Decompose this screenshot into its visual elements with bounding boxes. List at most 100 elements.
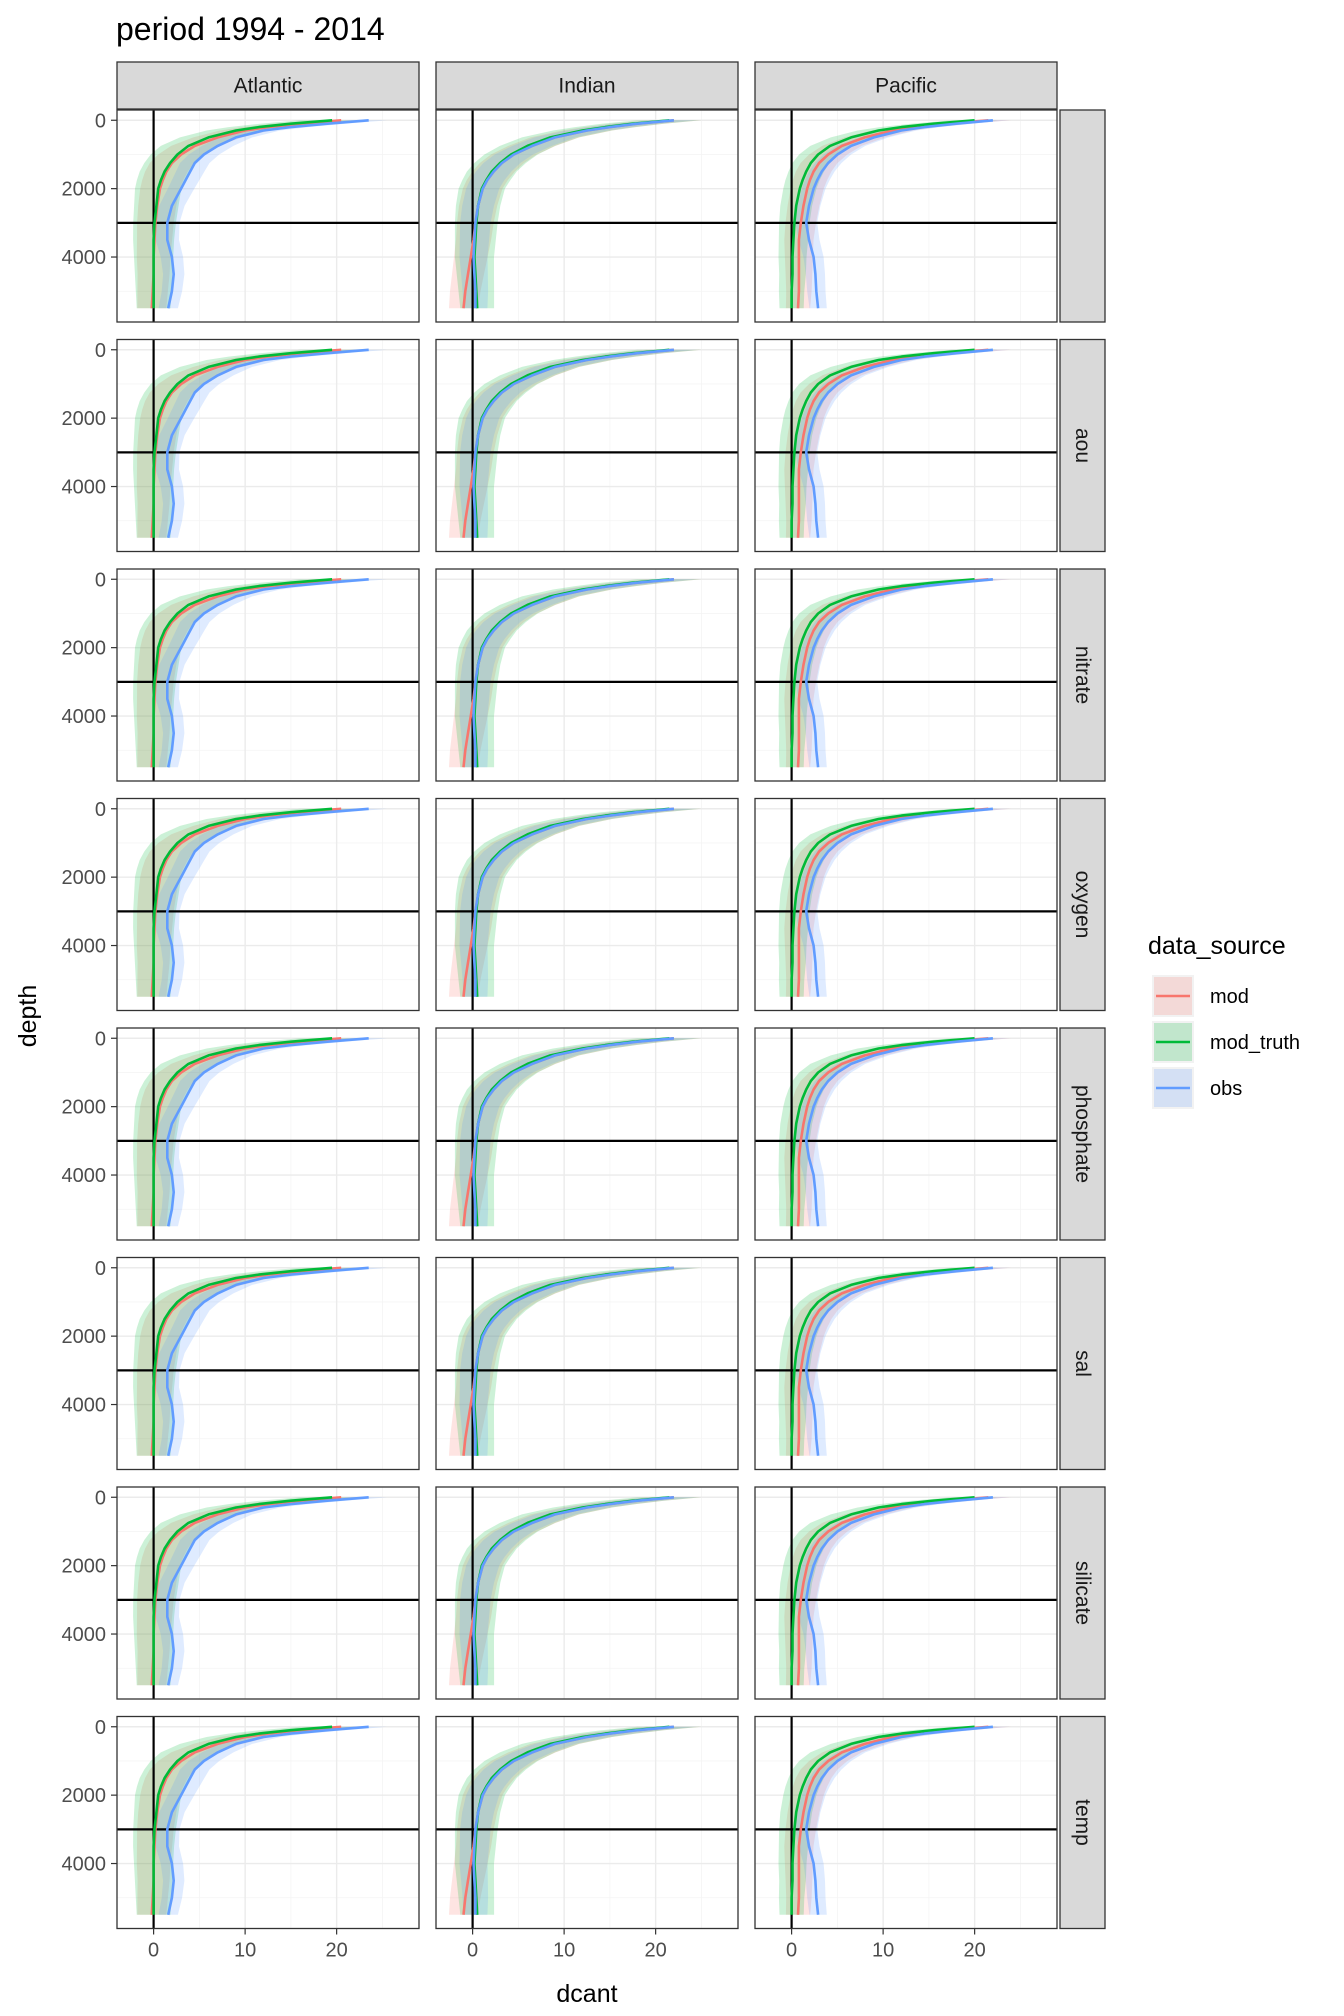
band-obs <box>155 1497 387 1686</box>
band-mod <box>784 808 1012 997</box>
row-strip-nitrate: nitrate <box>1059 568 1106 782</box>
band-obs <box>155 808 387 997</box>
series-line-obs <box>472 1496 675 1686</box>
panel-border <box>754 338 1058 553</box>
x-tick-label: 10 <box>872 1940 894 1962</box>
panel-border <box>116 1486 420 1700</box>
band-mod_truth <box>454 1726 702 1915</box>
band-obs <box>459 349 697 538</box>
band-mod_truth <box>454 1497 702 1686</box>
y-tick-label: 2000 <box>62 1097 107 1119</box>
x-tick-label: 0 <box>786 1940 797 1962</box>
band-mod_truth <box>133 1038 365 1227</box>
series-line-obs <box>804 1496 994 1686</box>
panel-atlantic-temp: 0 2000 4000 0 10 20 <box>62 1715 420 1962</box>
panel-background <box>117 1716 419 1929</box>
panel-border <box>754 797 1058 1012</box>
legend-label: obs <box>1210 1078 1242 1100</box>
panel-background <box>755 1028 1057 1240</box>
panel-pacific-phosphate <box>754 1027 1058 1241</box>
row-strip-aou: aou <box>1059 338 1106 553</box>
facet-panels: Atlantic Indian Pacific020004000aou0200040… <box>62 61 1106 1962</box>
band-mod <box>449 1497 702 1686</box>
panel-border <box>435 1715 739 1930</box>
panel-border <box>435 797 739 1012</box>
row-strip-label: sal <box>1071 1350 1094 1377</box>
panel-border <box>116 568 420 782</box>
y-tick-label: 4000 <box>62 936 107 958</box>
series-line-mod <box>796 807 989 997</box>
y-tick-label: 0 <box>95 799 106 821</box>
panel-background <box>755 339 1057 552</box>
band-mod <box>449 120 702 309</box>
row-strip-temp: temp <box>1059 1715 1106 1930</box>
panel-background <box>117 1028 419 1240</box>
y-tick-label: 4000 <box>62 706 107 728</box>
legend-item-mod_truth: mod_truth <box>1152 1021 1300 1063</box>
panel-border <box>116 338 420 553</box>
legend-item-obs: obs <box>1152 1067 1242 1109</box>
band-mod_truth <box>133 349 365 538</box>
band-mod_truth <box>778 1726 998 1915</box>
strip-background <box>754 61 1058 110</box>
y-tick-label: 2000 <box>62 867 107 889</box>
x-tick-label: 0 <box>467 1940 478 1962</box>
panel-indian-oxygen <box>435 797 739 1012</box>
panel-indian-blank <box>435 109 739 323</box>
panel-atlantic-silicate: 0 2000 4000 <box>62 1486 420 1700</box>
band-mod <box>449 579 702 768</box>
legend-label: mod_truth <box>1210 1032 1300 1054</box>
series-line-mod_truth <box>790 119 975 309</box>
band-mod <box>784 1497 1012 1686</box>
panel-pacific-sal <box>754 1256 1058 1471</box>
row-strip-label: oxygen <box>1071 871 1094 939</box>
band-mod_truth <box>778 1497 998 1686</box>
panel-background <box>755 1257 1057 1470</box>
band-mod <box>136 120 369 309</box>
strip-background <box>435 61 739 110</box>
x-axis-title: dcant <box>556 1980 617 2008</box>
panel-atlantic-nitrate: 0 2000 4000 <box>62 568 420 782</box>
y-tick-label: 2000 <box>62 179 107 201</box>
panel-background <box>436 1028 738 1240</box>
series-line-mod_truth <box>790 1496 975 1686</box>
panel-indian-aou <box>435 338 739 553</box>
series-line-mod_truth <box>790 348 975 538</box>
panel-indian-nitrate <box>435 568 739 782</box>
y-tick-label: 4000 <box>62 1624 107 1646</box>
y-tick-label: 2000 <box>62 408 107 430</box>
panel-border <box>435 1256 739 1471</box>
panel-pacific-nitrate <box>754 568 1058 782</box>
row-strip-background <box>1059 797 1106 1012</box>
panel-indian-silicate <box>435 1486 739 1700</box>
series-line-mod_truth <box>152 1037 333 1227</box>
band-mod <box>136 1497 369 1686</box>
band-obs <box>459 120 697 309</box>
band-mod_truth <box>778 808 998 997</box>
y-tick-label: 4000 <box>62 477 107 499</box>
panel-background <box>755 1716 1057 1929</box>
panel-background <box>117 569 419 781</box>
strip-label: Indian <box>558 75 615 98</box>
series-line-obs <box>472 1725 675 1915</box>
row-strip-background <box>1059 338 1106 553</box>
band-mod_truth <box>454 349 702 538</box>
series-line-obs <box>472 1037 675 1227</box>
band-mod <box>784 120 1012 309</box>
series-line-obs <box>166 807 369 998</box>
y-tick-label: 0 <box>95 1717 106 1739</box>
band-mod_truth <box>454 579 702 768</box>
series-line-obs <box>472 1266 675 1456</box>
panel-border <box>754 109 1058 323</box>
row-strip-background <box>1059 109 1106 323</box>
band-mod <box>136 1726 369 1915</box>
panel-pacific-oxygen <box>754 797 1058 1012</box>
panel-indian-phosphate <box>435 1027 739 1241</box>
series-line-mod <box>796 1725 989 1915</box>
series-line-obs <box>804 1266 994 1456</box>
series-line-mod_truth <box>790 807 975 997</box>
panel-border <box>116 1715 420 1930</box>
row-strip-oxygen: oxygen <box>1059 797 1106 1012</box>
